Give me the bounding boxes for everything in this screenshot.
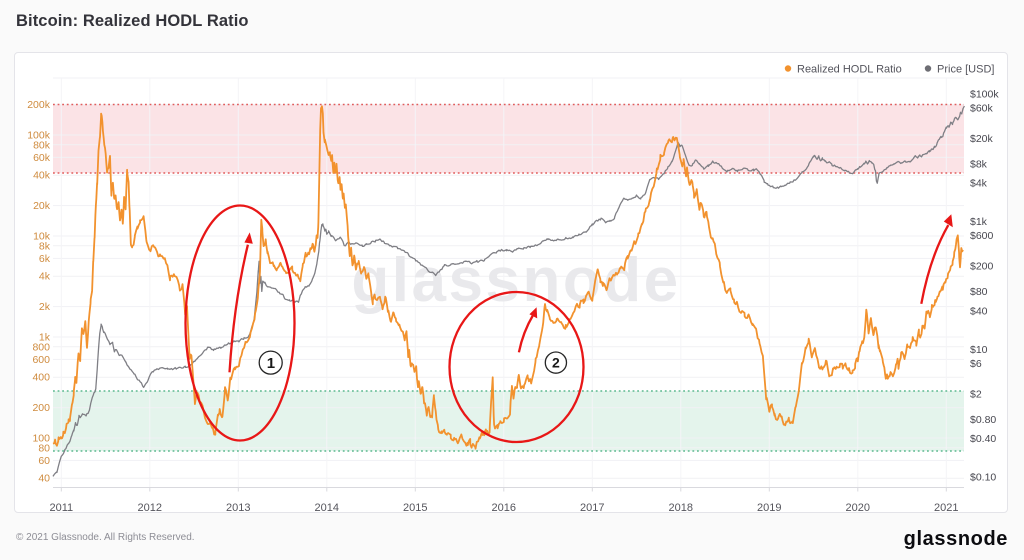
svg-text:2021: 2021	[934, 502, 958, 514]
svg-text:2015: 2015	[403, 502, 427, 514]
svg-text:$0.80: $0.80	[970, 414, 996, 426]
svg-text:80: 80	[38, 442, 50, 454]
svg-text:2018: 2018	[669, 502, 693, 514]
svg-text:2020: 2020	[846, 502, 870, 514]
svg-text:2017: 2017	[580, 502, 604, 514]
svg-text:$1k: $1k	[970, 216, 988, 228]
svg-text:$6: $6	[970, 358, 982, 370]
svg-text:800: 800	[32, 341, 50, 353]
svg-text:8k: 8k	[39, 240, 51, 252]
svg-text:2014: 2014	[315, 502, 339, 514]
svg-text:$600: $600	[970, 230, 994, 242]
svg-text:6k: 6k	[39, 253, 51, 265]
svg-text:2: 2	[552, 355, 560, 371]
svg-text:100: 100	[32, 433, 50, 445]
svg-text:$40: $40	[970, 305, 988, 317]
svg-text:80k: 80k	[33, 139, 51, 151]
svg-text:2016: 2016	[492, 502, 516, 514]
svg-text:2013: 2013	[226, 502, 250, 514]
svg-text:20k: 20k	[33, 200, 51, 212]
svg-text:$0.10: $0.10	[970, 472, 996, 484]
svg-text:$200: $200	[970, 261, 994, 273]
svg-text:10k: 10k	[33, 231, 51, 243]
svg-text:200k: 200k	[27, 99, 51, 111]
svg-text:40: 40	[38, 473, 50, 485]
svg-text:2011: 2011	[49, 502, 73, 514]
svg-text:glassnode: glassnode	[351, 246, 680, 315]
svg-text:2k: 2k	[39, 301, 51, 313]
svg-text:$80: $80	[970, 286, 988, 298]
svg-text:$0.40: $0.40	[970, 433, 996, 445]
svg-text:400: 400	[32, 372, 50, 384]
svg-text:$60k: $60k	[970, 103, 994, 115]
svg-text:100k: 100k	[27, 130, 51, 142]
svg-text:600: 600	[32, 354, 50, 366]
svg-text:$100k: $100k	[970, 88, 999, 100]
svg-text:Price [USD]: Price [USD]	[937, 64, 994, 76]
svg-text:1k: 1k	[39, 332, 51, 344]
svg-text:2012: 2012	[138, 502, 162, 514]
svg-text:40k: 40k	[33, 170, 51, 182]
svg-text:$10: $10	[970, 344, 988, 356]
svg-text:$20k: $20k	[970, 133, 994, 145]
svg-text:$2: $2	[970, 388, 982, 400]
svg-text:1: 1	[267, 355, 275, 372]
svg-text:2019: 2019	[757, 502, 781, 514]
svg-text:60k: 60k	[33, 152, 51, 164]
svg-text:Realized HODL Ratio: Realized HODL Ratio	[797, 64, 902, 76]
svg-text:$8k: $8k	[970, 158, 988, 170]
svg-text:200: 200	[32, 402, 50, 414]
svg-text:60: 60	[38, 455, 50, 467]
svg-text:$4k: $4k	[970, 178, 988, 190]
svg-text:4k: 4k	[39, 271, 51, 283]
